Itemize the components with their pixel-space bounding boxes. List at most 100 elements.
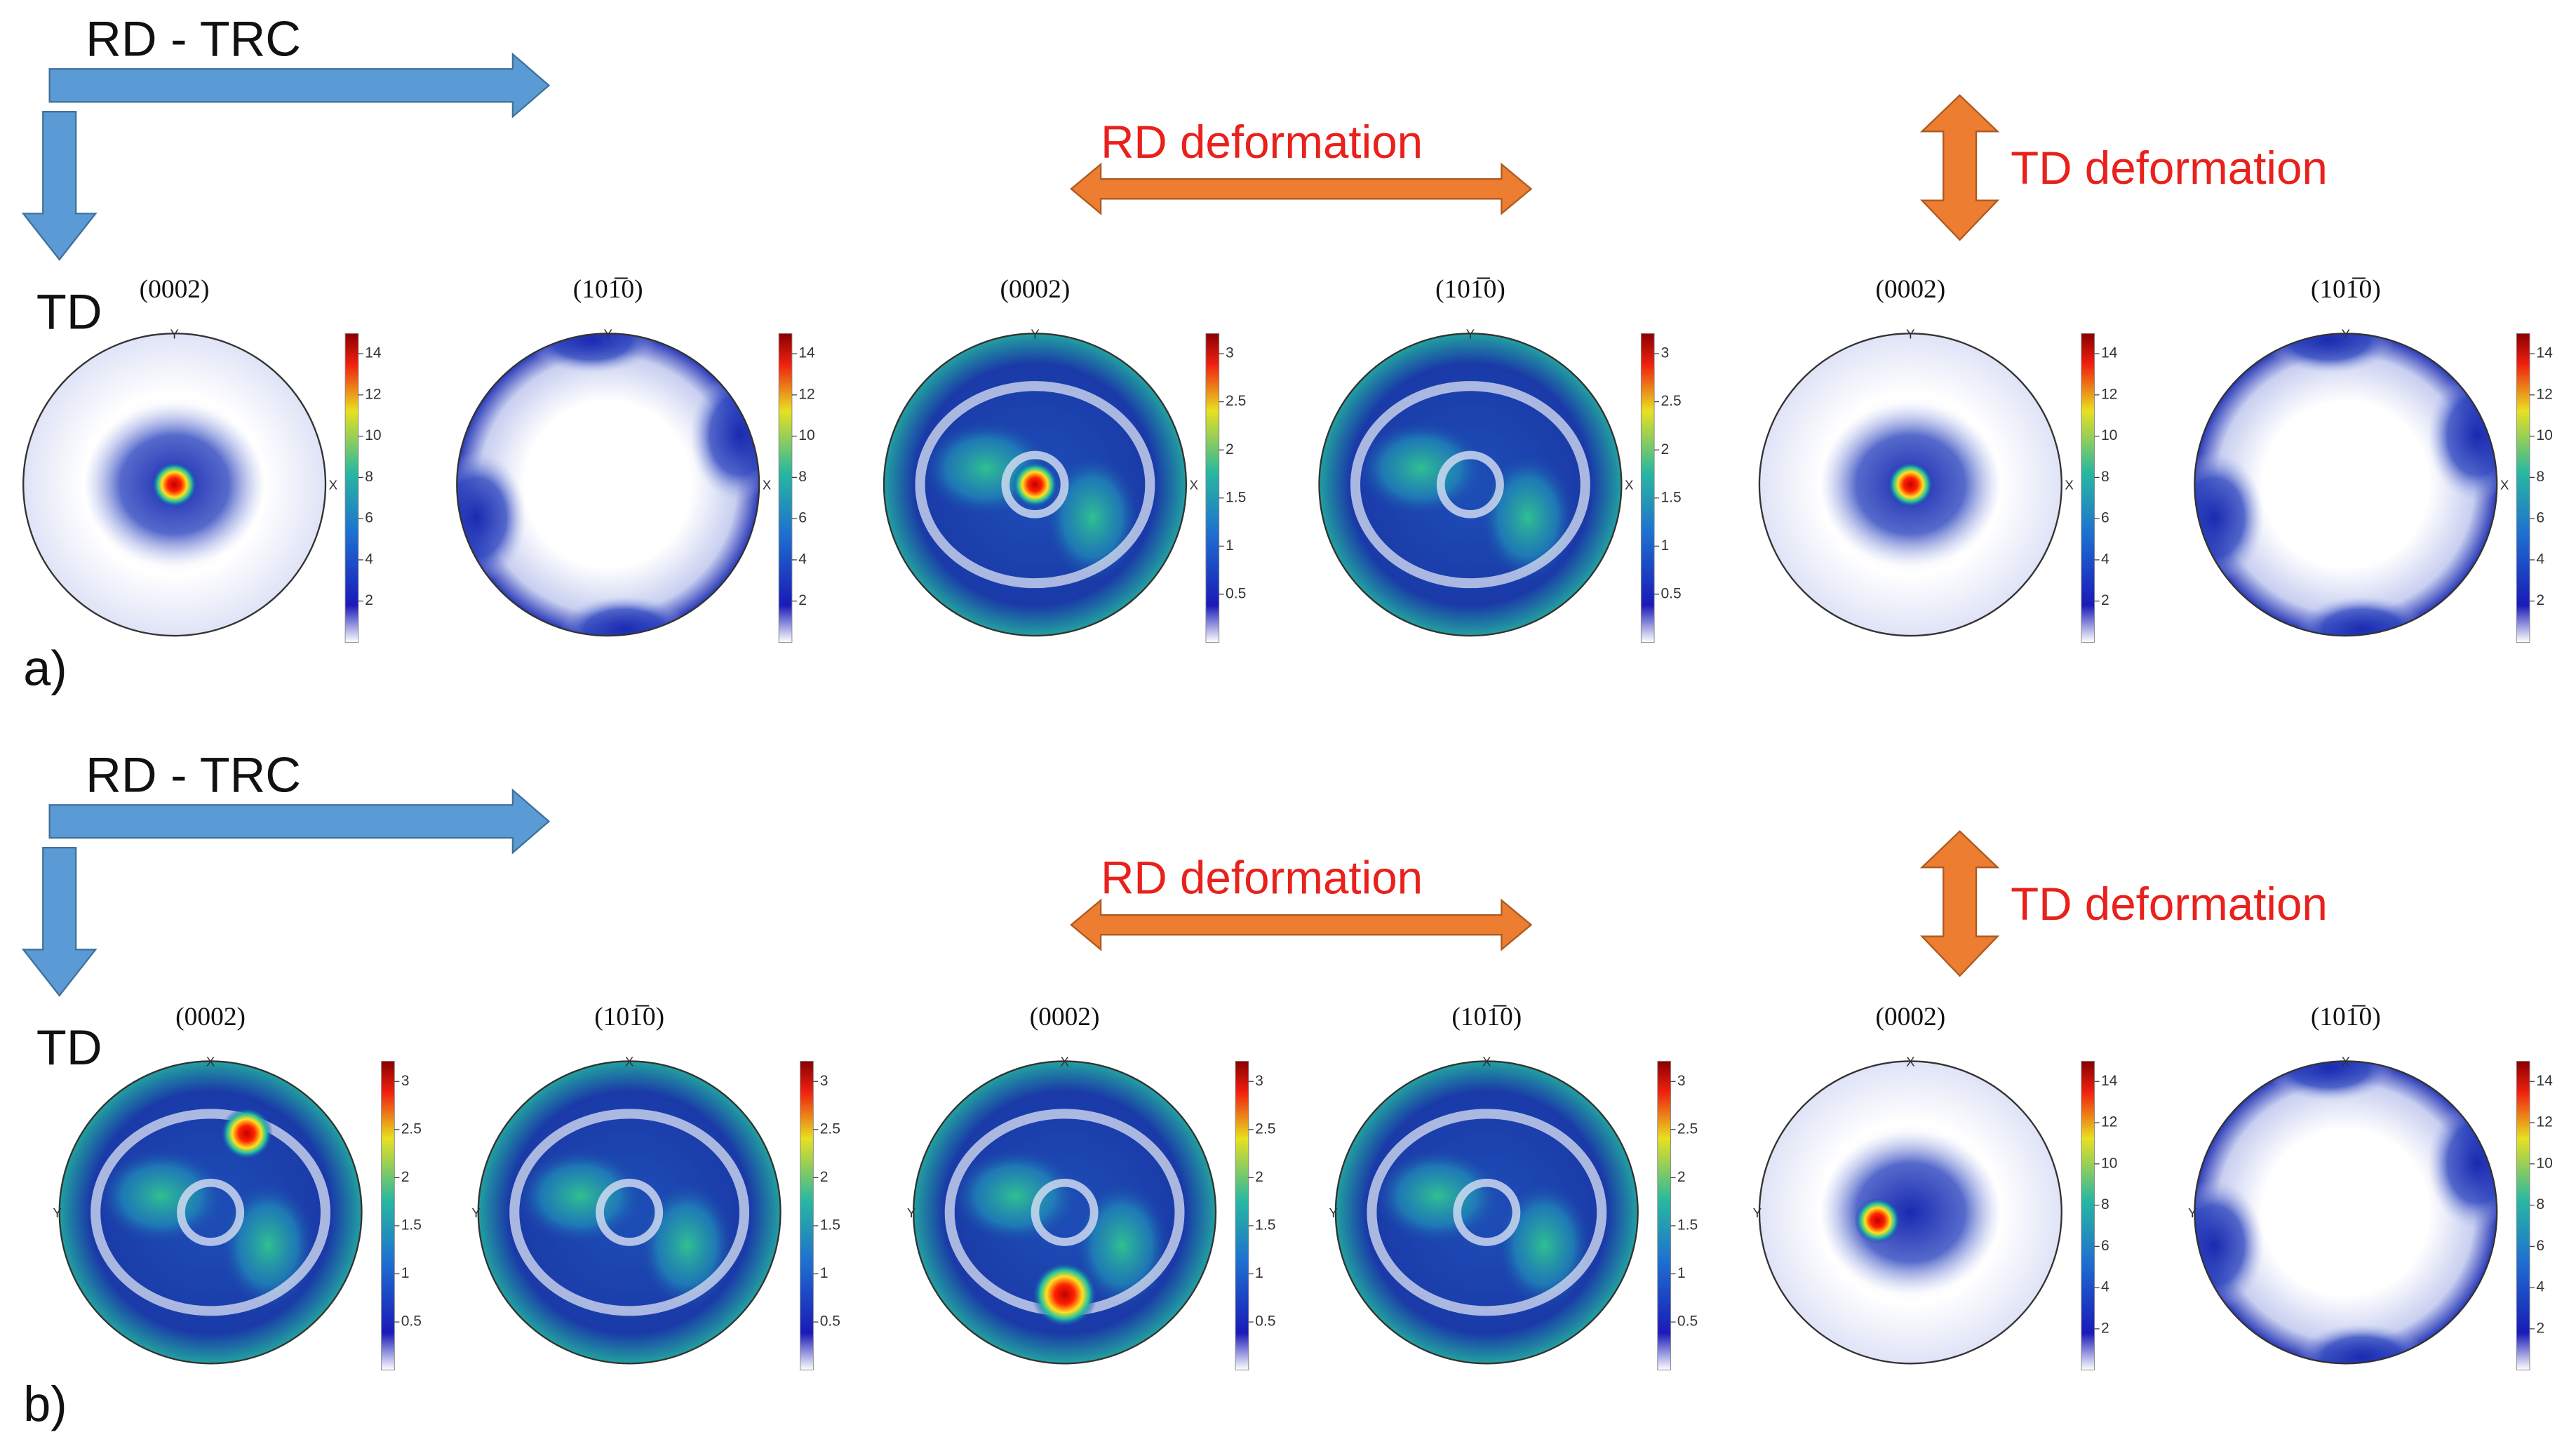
- colorbar-tick-label: 6: [2536, 510, 2544, 526]
- pf-blob: [2263, 333, 2396, 373]
- pf-ring: [1367, 1109, 1607, 1316]
- colorbar-tick-label: 8: [2101, 469, 2109, 485]
- colorbar-tick-label: 4: [798, 551, 807, 567]
- td-label: TD deformation: [2011, 878, 2328, 930]
- pf-ring: [177, 1178, 245, 1246]
- panel-title: (101̅0): [1451, 1003, 1522, 1031]
- colorbar-tick-label: 14: [2536, 345, 2553, 361]
- pf-side-marker: X: [1625, 478, 1634, 493]
- colorbar-tick-label: 14: [798, 345, 815, 361]
- pf-ring: [1436, 450, 1504, 519]
- panel-title: (0002): [175, 1003, 246, 1031]
- colorbar-tick-label: 0.5: [1226, 585, 1246, 601]
- pf-outline: [1758, 333, 2062, 637]
- pf-ring: [90, 1109, 331, 1316]
- colorbar: [778, 333, 793, 643]
- direction-label: RD - TRC: [86, 11, 301, 67]
- pf-blob: [95, 1146, 227, 1245]
- panel-title: (101̅0): [1435, 275, 1505, 304]
- colorbar-tick-label: 10: [365, 427, 381, 443]
- colorbar-tick-label: 1: [1661, 537, 1669, 554]
- colorbar: [2516, 1061, 2530, 1371]
- colorbar-tick-label: 2: [798, 592, 807, 608]
- pf-blob: [1820, 1130, 2001, 1295]
- side-label: TD: [36, 283, 102, 339]
- colorbar-tick-label: 10: [2101, 427, 2117, 443]
- colorbar-tick-label: 3: [401, 1073, 410, 1089]
- colorbar-tick-label: 2.5: [1255, 1121, 1275, 1137]
- colorbar-tick-label: 1: [1255, 1265, 1263, 1281]
- pf-ring: [1350, 381, 1590, 589]
- colorbar-tick-label: 2.5: [1677, 1121, 1698, 1137]
- colorbar-tick-label: 8: [798, 469, 807, 485]
- colorbar-tick-label: 10: [2536, 427, 2552, 443]
- pf-outline: [58, 1060, 363, 1365]
- pf-blob: [1355, 419, 1487, 518]
- pf-blob: [2296, 1324, 2428, 1364]
- pf-hotspot: [220, 1107, 274, 1160]
- td-deform-arrow: [1919, 94, 2000, 241]
- pf-outline: [1758, 1060, 2062, 1365]
- colorbar-tick-label: 3: [1255, 1073, 1263, 1089]
- colorbar-tick-label: 14: [2101, 1073, 2118, 1089]
- colorbar-tick-label: 12: [2101, 386, 2117, 402]
- pf-blob: [514, 1146, 646, 1245]
- pf-top-marker: X: [1482, 1055, 1491, 1069]
- pf-outline: [1318, 333, 1623, 637]
- colorbar-tick-label: 0.5: [1677, 1313, 1698, 1330]
- panel-title: (0002): [1875, 1003, 1945, 1031]
- row-label: a): [23, 640, 67, 695]
- pf-top-marker: Y: [1466, 326, 1475, 341]
- colorbar-tick-label: 1: [1677, 1265, 1686, 1281]
- pole-figure: [457, 333, 760, 636]
- pf-top-marker: Y: [170, 326, 179, 341]
- colorbar-tick-label: 2: [820, 1169, 829, 1185]
- colorbar-tick-label: 1: [1226, 537, 1234, 554]
- colorbar-tick-label: 2: [2101, 592, 2109, 608]
- pf-side-marker: Y: [1329, 1205, 1339, 1220]
- pf-ring: [1031, 1178, 1099, 1246]
- side-label: TD: [36, 1020, 102, 1075]
- colorbar-tick-label: 2: [1255, 1169, 1263, 1185]
- direction-arrow: [48, 788, 551, 855]
- pf-hotspot: [151, 461, 198, 508]
- colorbar-tick-label: 0.5: [820, 1313, 840, 1330]
- pole-figure: [884, 333, 1186, 636]
- pf-ring: [915, 381, 1155, 589]
- pole-figure: [1335, 1061, 1638, 1364]
- panel-title: (101̅0): [573, 275, 643, 304]
- colorbar-tick-label: 1.5: [820, 1217, 840, 1234]
- pf-blob: [949, 1146, 1081, 1245]
- pf-blob: [457, 451, 526, 584]
- td-arrow: [21, 111, 98, 261]
- colorbar: [2516, 333, 2530, 643]
- direction-label: RD - TRC: [86, 747, 301, 803]
- pf-blob: [2194, 1179, 2264, 1311]
- pf-outline: [883, 333, 1188, 637]
- colorbar-tick-label: 1.5: [1661, 489, 1681, 505]
- panel-title: (0002): [140, 275, 210, 304]
- colorbar-tick-label: 2: [2536, 1320, 2544, 1336]
- colorbar-tick-label: 1.5: [401, 1217, 422, 1234]
- pf-top-marker: X: [625, 1055, 634, 1069]
- pf-side-marker: Y: [2188, 1205, 2197, 1220]
- panel-title: (101̅0): [594, 1003, 664, 1031]
- colorbar-tick-label: 1: [401, 1265, 410, 1281]
- colorbar-tick-label: 12: [2536, 1114, 2552, 1130]
- colorbar-tick-label: 10: [2536, 1155, 2552, 1171]
- pf-top-marker: Y: [1031, 326, 1040, 341]
- colorbar-tick-label: 8: [365, 469, 373, 485]
- pole-figure: [913, 1061, 1216, 1364]
- colorbar-tick-label: 0.5: [401, 1313, 422, 1330]
- pf-side-marker: X: [2065, 478, 2074, 493]
- rd-arrow: [1070, 898, 1533, 951]
- pole-figure: [1319, 333, 1622, 636]
- pf-hotspot: [1012, 461, 1059, 508]
- pf-top-marker: X: [1060, 1055, 1069, 1069]
- colorbar-tick-label: 3: [1661, 345, 1669, 361]
- colorbar-tick-label: 12: [798, 386, 814, 402]
- panel-title: (101̅0): [2311, 275, 2381, 304]
- pf-hotspot: [1887, 461, 1934, 508]
- colorbar: [381, 1061, 395, 1371]
